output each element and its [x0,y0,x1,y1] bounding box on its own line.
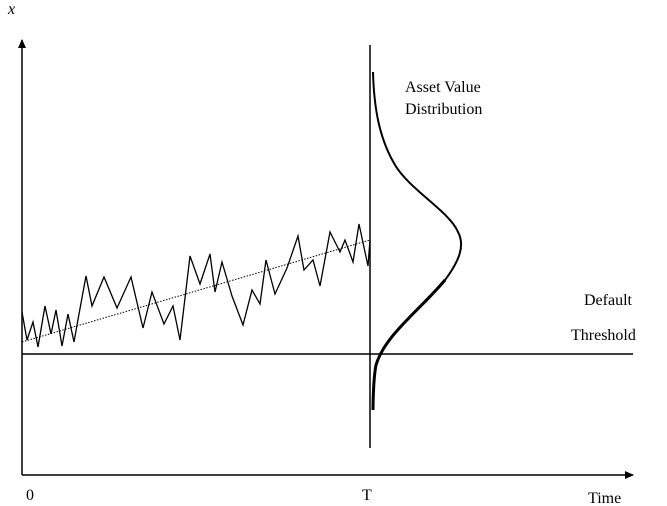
distribution-tail-thick [371,279,447,411]
asset-value-distribution-curve [372,71,463,411]
origin-label: 0 [26,487,34,504]
distribution-label-line1: Asset Value [405,79,481,96]
horizon-label: T [362,487,372,504]
y-axis-label: x [7,1,15,18]
threshold-label-line2: Threshold [571,327,636,344]
drift-trend-line [21,239,371,343]
x-axis-label: Time [588,490,621,506]
distribution-label-line2: Distribution [405,101,482,118]
asset-value-path [21,223,371,348]
threshold-label-line1: Default [584,292,633,309]
